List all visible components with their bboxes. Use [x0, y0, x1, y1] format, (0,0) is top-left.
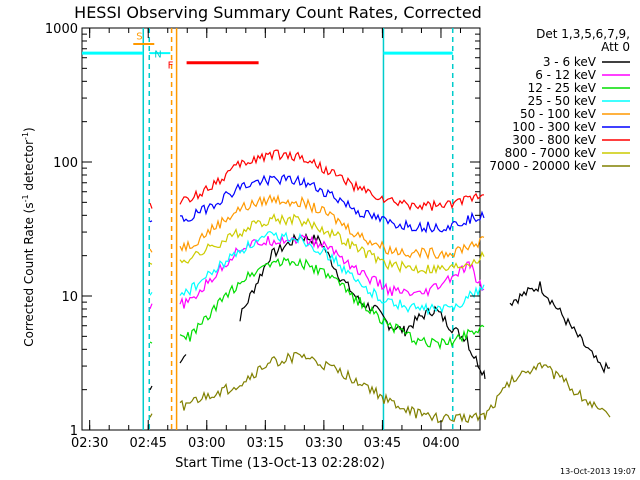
series-line [149, 173, 485, 234]
plot-frame [81, 27, 481, 431]
y-axis-label-main: Corrected Count Rate (s [22, 202, 36, 346]
y-axis-label-mid: detector [22, 140, 36, 195]
legend-header-1: Det 1,3,5,6,7,9, [536, 27, 630, 41]
series-line [149, 212, 485, 275]
plot-date: 13-Oct-2013 19:07 [560, 467, 636, 476]
legend-label: 6 - 12 keV [535, 68, 597, 82]
x-axis: 02:30 02:45 03:00 03:15 03:30 03:45 04:00 [71, 28, 461, 451]
y-tick-label: 1000 [45, 22, 78, 37]
y-axis-label-sup1: -1 [21, 194, 30, 202]
y-tick-label: 10 [61, 290, 78, 305]
series-line [149, 256, 485, 351]
x-tick-label: 02:45 [129, 436, 166, 451]
x-tick-label: 03:15 [247, 436, 284, 451]
legend-label: 300 - 800 keV [512, 133, 596, 147]
x-tick-label: 03:00 [188, 436, 225, 451]
y-axis-label-end: ) [22, 127, 36, 132]
legend-header-2: Att 0 [601, 40, 630, 54]
series-line [149, 351, 611, 424]
x-tick-label: 03:45 [364, 436, 401, 451]
legend-label: 25 - 50 keV [528, 94, 597, 108]
series-line [149, 234, 485, 310]
series-line [149, 232, 611, 391]
legend-label: 12 - 25 keV [528, 81, 597, 95]
legend-label: 3 - 6 keV [543, 55, 597, 69]
x-axis-label: Start Time (13-Oct-13 02:28:02) [175, 456, 385, 471]
y-axis-label: Corrected Count Rate (s-1 detector-1) [21, 127, 36, 346]
legend-label: 50 - 100 keV [520, 107, 597, 121]
flag-label-n: N [154, 50, 161, 61]
legend-label: 7000 - 20000 keV [489, 159, 596, 173]
chart-title: HESSI Observing Summary Count Rates, Cor… [74, 3, 482, 22]
flag-label-s: S [136, 32, 142, 43]
y-tick-label: 1 [70, 424, 78, 439]
series-line [149, 193, 485, 261]
series-line [149, 230, 485, 316]
flag-label-f: F [168, 60, 174, 71]
legend-label: 100 - 300 keV [512, 120, 596, 134]
x-tick-label: 04:00 [422, 436, 459, 451]
legend-label: 800 - 7000 keV [505, 146, 597, 160]
series-line [149, 149, 485, 211]
plot-area: S NF [81, 27, 611, 431]
x-tick-label: 03:30 [305, 436, 342, 451]
y-axis-label-sup2: -1 [21, 132, 30, 140]
x-tick-label: 02:30 [71, 436, 108, 451]
y-axis: 1 10 100 1000 [45, 22, 480, 439]
y-tick-label: 100 [53, 156, 78, 171]
